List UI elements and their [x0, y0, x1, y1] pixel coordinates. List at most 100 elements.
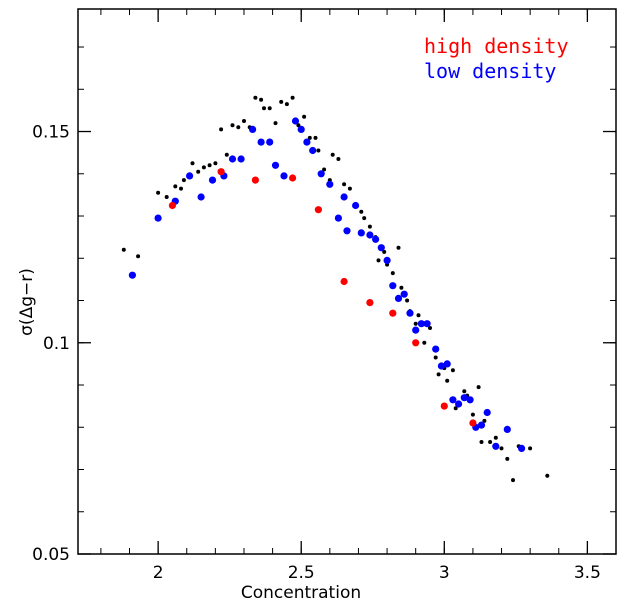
x-tick-label: 3.5 [574, 563, 601, 583]
x-tick-label: 2.5 [288, 563, 315, 583]
data-point [423, 320, 431, 328]
data-point [267, 106, 272, 111]
data-point [477, 421, 486, 429]
data-point [469, 419, 477, 427]
data-point [383, 256, 391, 264]
data-point [528, 446, 533, 451]
data-point [340, 193, 348, 201]
data-point [432, 345, 440, 353]
data-point [279, 99, 284, 104]
data-point [136, 254, 141, 259]
data-point [453, 406, 458, 411]
data-point [505, 456, 510, 461]
data-point [271, 161, 280, 169]
data-point [314, 206, 322, 214]
data-point [436, 372, 441, 377]
data-point [297, 125, 305, 133]
y-tick-label: 0.05 [32, 545, 70, 565]
data-point [322, 167, 327, 172]
data-point [343, 227, 351, 235]
data-point [428, 326, 432, 330]
x-tick-label: 3 [439, 563, 450, 583]
data-point [367, 224, 372, 229]
data-point [399, 285, 404, 290]
data-point [213, 161, 218, 166]
data-point [309, 146, 317, 155]
data-point [326, 180, 334, 188]
data-point [416, 313, 421, 318]
data-point [443, 360, 451, 368]
data-point [313, 135, 318, 140]
data-point [230, 123, 235, 128]
legend-item-low-density: low density [424, 59, 556, 83]
data-point [164, 195, 169, 199]
data-point [366, 231, 374, 239]
data-point [492, 442, 500, 450]
data-point [342, 182, 347, 187]
data-point [357, 229, 365, 237]
data-point [273, 121, 278, 126]
data-point [545, 473, 550, 478]
data-point [470, 412, 475, 417]
data-point [249, 125, 257, 133]
data-point [417, 320, 425, 328]
data-point [128, 271, 136, 279]
data-point [259, 97, 264, 102]
data-point [476, 385, 481, 390]
data-point [450, 368, 455, 373]
data-point [190, 161, 195, 166]
data-point [251, 176, 259, 184]
data-point [412, 339, 420, 347]
data-point [330, 152, 335, 157]
legend: high density low density [424, 34, 569, 83]
data-point [445, 378, 450, 383]
data-point [317, 170, 325, 178]
data-point [340, 277, 348, 286]
data-point [179, 186, 183, 191]
data-point [296, 123, 301, 128]
data-point [197, 193, 205, 201]
data-point [217, 168, 225, 176]
x-axis-label: Concentration [241, 583, 361, 603]
data-point [291, 117, 300, 125]
data-point [303, 138, 311, 146]
data-point [483, 408, 491, 417]
data-point [302, 114, 307, 119]
series-all [121, 95, 550, 483]
data-point [366, 299, 374, 307]
data-point [352, 201, 360, 210]
axis-ticks: 2 2.5 3 3.5 0.05 0.1 0.15 [32, 9, 617, 583]
data-point [499, 446, 504, 451]
data-point [372, 235, 380, 243]
data-point [280, 172, 288, 180]
data-point [224, 152, 229, 157]
data-point [433, 355, 438, 360]
data-point [290, 95, 295, 100]
y-tick-label: 0.15 [32, 123, 70, 143]
data-point [242, 119, 246, 123]
data-point [440, 402, 448, 410]
data-point [186, 172, 194, 180]
series-low-density [128, 117, 526, 452]
data-point [362, 216, 367, 221]
data-point [466, 396, 474, 404]
data-point [289, 174, 297, 182]
series-high-density [168, 168, 477, 427]
data-point [173, 184, 178, 189]
data-point [228, 155, 237, 163]
data-point [336, 157, 341, 161]
data-point [449, 396, 457, 404]
data-point [237, 155, 245, 163]
data-point [518, 444, 526, 452]
data-point [284, 102, 289, 107]
data-point [307, 135, 312, 140]
data-point [482, 418, 487, 423]
data-point [377, 244, 385, 252]
data-point [208, 176, 217, 184]
x-tick-label: 2 [153, 563, 164, 583]
data-point [390, 271, 395, 276]
data-point [334, 214, 342, 222]
y-tick-label: 0.1 [43, 334, 70, 354]
data-point [422, 340, 427, 345]
